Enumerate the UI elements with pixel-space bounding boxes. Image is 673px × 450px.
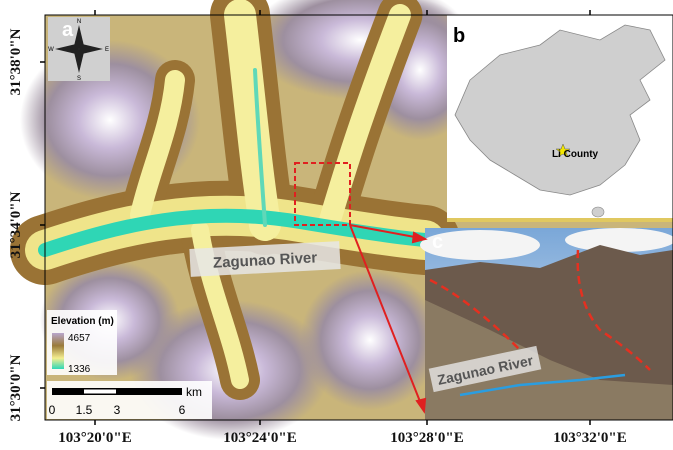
compass-n: N	[77, 19, 81, 25]
lon-label: 103°32'0"E	[553, 430, 627, 446]
panel-label: c	[432, 231, 443, 253]
photo: Zagunao River c	[420, 228, 673, 420]
compass-w: W	[48, 47, 54, 53]
compass: N S E W	[48, 17, 110, 82]
panel-label: a	[62, 19, 74, 41]
compass-e: E	[105, 47, 109, 53]
legend: Elevation (m) 4657 1336	[47, 310, 117, 375]
panel-label: b	[453, 25, 465, 47]
figure: Zagunao River N S E W a Elevation (m) 46…	[0, 0, 673, 450]
lon-label: 103°28'0"E	[390, 430, 464, 446]
location-label: Li County	[552, 149, 599, 160]
legend-max: 4657	[68, 333, 91, 344]
lat-label: 31°34'0"N	[8, 191, 24, 258]
lon-label: 103°20'0"E	[58, 430, 132, 446]
compass-s: S	[77, 76, 81, 82]
scale-tick: 1.5	[76, 403, 93, 417]
legend-title: Elevation (m)	[51, 316, 114, 327]
scale-bar: km 0 1.5 3 6	[47, 381, 212, 419]
scale-tick: 0	[49, 403, 56, 417]
scale-unit: km	[186, 385, 202, 399]
lat-label: 31°38'0"N	[8, 28, 24, 95]
legend-min: 1336	[68, 364, 91, 375]
lon-label: 103°24'0"E	[223, 430, 297, 446]
lat-label: 31°30'0"N	[8, 354, 24, 421]
scale-tick: 6	[179, 403, 186, 417]
china-inset: Li County b	[447, 15, 673, 222]
scale-tick: 3	[114, 403, 121, 417]
